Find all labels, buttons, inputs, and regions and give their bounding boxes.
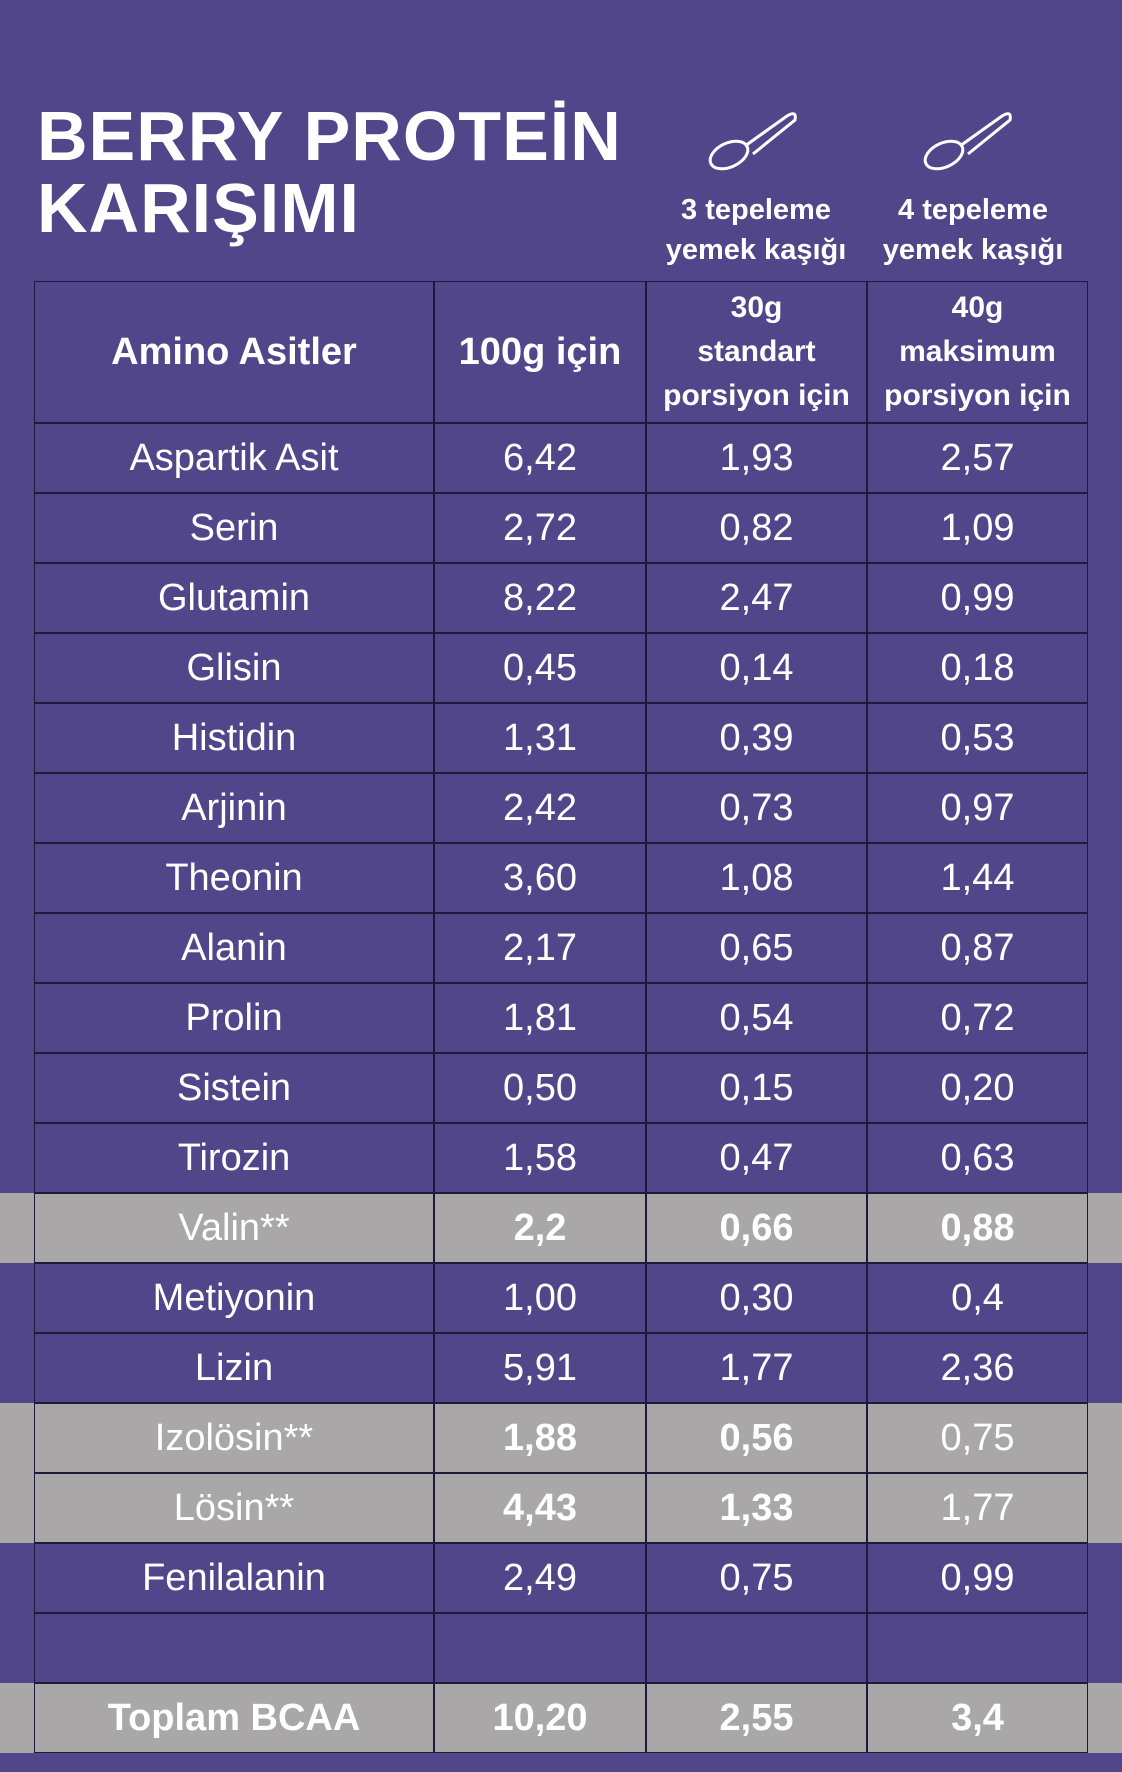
table-cell: Lizin bbox=[34, 1333, 434, 1403]
table-cell: Toplam BCAA bbox=[34, 1683, 434, 1753]
table-cell: 8,22 bbox=[434, 563, 646, 633]
table-cell: Sistein bbox=[34, 1053, 434, 1123]
table-cell: 1,44 bbox=[867, 843, 1088, 913]
table-cell: 1,88 bbox=[434, 1403, 646, 1473]
header-cell: 100g için bbox=[434, 281, 646, 423]
table-cell: 6,42 bbox=[434, 423, 646, 493]
table-cell: 1,81 bbox=[434, 983, 646, 1053]
table-cell: 1,08 bbox=[646, 843, 867, 913]
table-cell: 2,2 bbox=[434, 1193, 646, 1263]
table-cell: 1,09 bbox=[867, 493, 1088, 563]
table-cell: 0,54 bbox=[646, 983, 867, 1053]
table-cell: Glisin bbox=[34, 633, 434, 703]
highlight-band bbox=[0, 1683, 1122, 1753]
table-cell: 0,39 bbox=[646, 703, 867, 773]
table-cell: 2,49 bbox=[434, 1543, 646, 1613]
table-cell: 0,18 bbox=[867, 633, 1088, 703]
table-cell: 2,42 bbox=[434, 773, 646, 843]
table-cell: 3,4 bbox=[867, 1683, 1088, 1753]
table-cell: 0,66 bbox=[646, 1193, 867, 1263]
table-cell: Prolin bbox=[34, 983, 434, 1053]
header-cell: Amino Asitler bbox=[34, 281, 434, 423]
table-cell: 0,20 bbox=[867, 1053, 1088, 1123]
empty-cell bbox=[867, 1613, 1088, 1683]
table-cell: Fenilalanin bbox=[34, 1543, 434, 1613]
table-cell: Alanin bbox=[34, 913, 434, 983]
table-cell: Serin bbox=[34, 493, 434, 563]
table-cell: 1,31 bbox=[434, 703, 646, 773]
table-cell: Tirozin bbox=[34, 1123, 434, 1193]
table-cell: 0,75 bbox=[867, 1403, 1088, 1473]
table-cell: Metiyonin bbox=[34, 1263, 434, 1333]
table-cell: 0,99 bbox=[867, 1543, 1088, 1613]
spoon-icon bbox=[923, 112, 1012, 171]
table-cell: 0,97 bbox=[867, 773, 1088, 843]
table-cell: Theonin bbox=[34, 843, 434, 913]
table-cell: 0,4 bbox=[867, 1263, 1088, 1333]
table-cell: 4,43 bbox=[434, 1473, 646, 1543]
header-cell: 40g maksimum porsiyon için bbox=[867, 281, 1088, 423]
table-cell: 2,17 bbox=[434, 913, 646, 983]
table-cell: 5,91 bbox=[434, 1333, 646, 1403]
table-cell: Lösin** bbox=[34, 1473, 434, 1543]
table-cell: Aspartik Asit bbox=[34, 423, 434, 493]
table-cell: 0,82 bbox=[646, 493, 867, 563]
table-cell: 0,65 bbox=[646, 913, 867, 983]
table-cell: 0,56 bbox=[646, 1403, 867, 1473]
table-cell: 2,72 bbox=[434, 493, 646, 563]
highlight-band bbox=[0, 1473, 1122, 1543]
table-cell: 2,36 bbox=[867, 1333, 1088, 1403]
header-cell: 30g standart porsiyon için bbox=[646, 281, 867, 423]
spoon-icon bbox=[708, 112, 797, 171]
table-cell: 1,77 bbox=[867, 1473, 1088, 1543]
table-cell: 0,73 bbox=[646, 773, 867, 843]
table-cell: 1,77 bbox=[646, 1333, 867, 1403]
table-cell: 0,15 bbox=[646, 1053, 867, 1123]
table-cell: Arjinin bbox=[34, 773, 434, 843]
table-cell: 1,93 bbox=[646, 423, 867, 493]
empty-cell bbox=[434, 1613, 646, 1683]
empty-cell bbox=[34, 1613, 434, 1683]
table-cell: 0,88 bbox=[867, 1193, 1088, 1263]
empty-cell bbox=[646, 1613, 867, 1683]
table-cell: 2,57 bbox=[867, 423, 1088, 493]
serving-caption: 4 tepeleme yemek kaşığı bbox=[882, 194, 1064, 266]
table-cell: Izolösin** bbox=[34, 1403, 434, 1473]
table-cell: 1,00 bbox=[434, 1263, 646, 1333]
table-cell: Glutamin bbox=[34, 563, 434, 633]
highlight-band bbox=[0, 1193, 1122, 1263]
table-cell: 0,63 bbox=[867, 1123, 1088, 1193]
table-cell: Valin** bbox=[34, 1193, 434, 1263]
table-cell: 0,75 bbox=[646, 1543, 867, 1613]
table-cell: 10,20 bbox=[434, 1683, 646, 1753]
table-cell: 0,72 bbox=[867, 983, 1088, 1053]
table-cell: 0,30 bbox=[646, 1263, 867, 1333]
highlight-band bbox=[0, 1403, 1122, 1473]
table-cell: 0,87 bbox=[867, 913, 1088, 983]
title: BERRY PROTEİN KARIŞIMI bbox=[37, 97, 622, 247]
serving-caption: 3 tepeleme yemek kaşığı bbox=[665, 194, 847, 266]
table-cell: 0,99 bbox=[867, 563, 1088, 633]
table-cell: 2,55 bbox=[646, 1683, 867, 1753]
table-cell: Histidin bbox=[34, 703, 434, 773]
table-cell: 0,45 bbox=[434, 633, 646, 703]
table-cell: 0,47 bbox=[646, 1123, 867, 1193]
table-cell: 0,53 bbox=[867, 703, 1088, 773]
table-cell: 1,58 bbox=[434, 1123, 646, 1193]
table-cell: 3,60 bbox=[434, 843, 646, 913]
table-cell: 0,50 bbox=[434, 1053, 646, 1123]
table-cell: 0,14 bbox=[646, 633, 867, 703]
table-cell: 2,47 bbox=[646, 563, 867, 633]
table-cell: 1,33 bbox=[646, 1473, 867, 1543]
